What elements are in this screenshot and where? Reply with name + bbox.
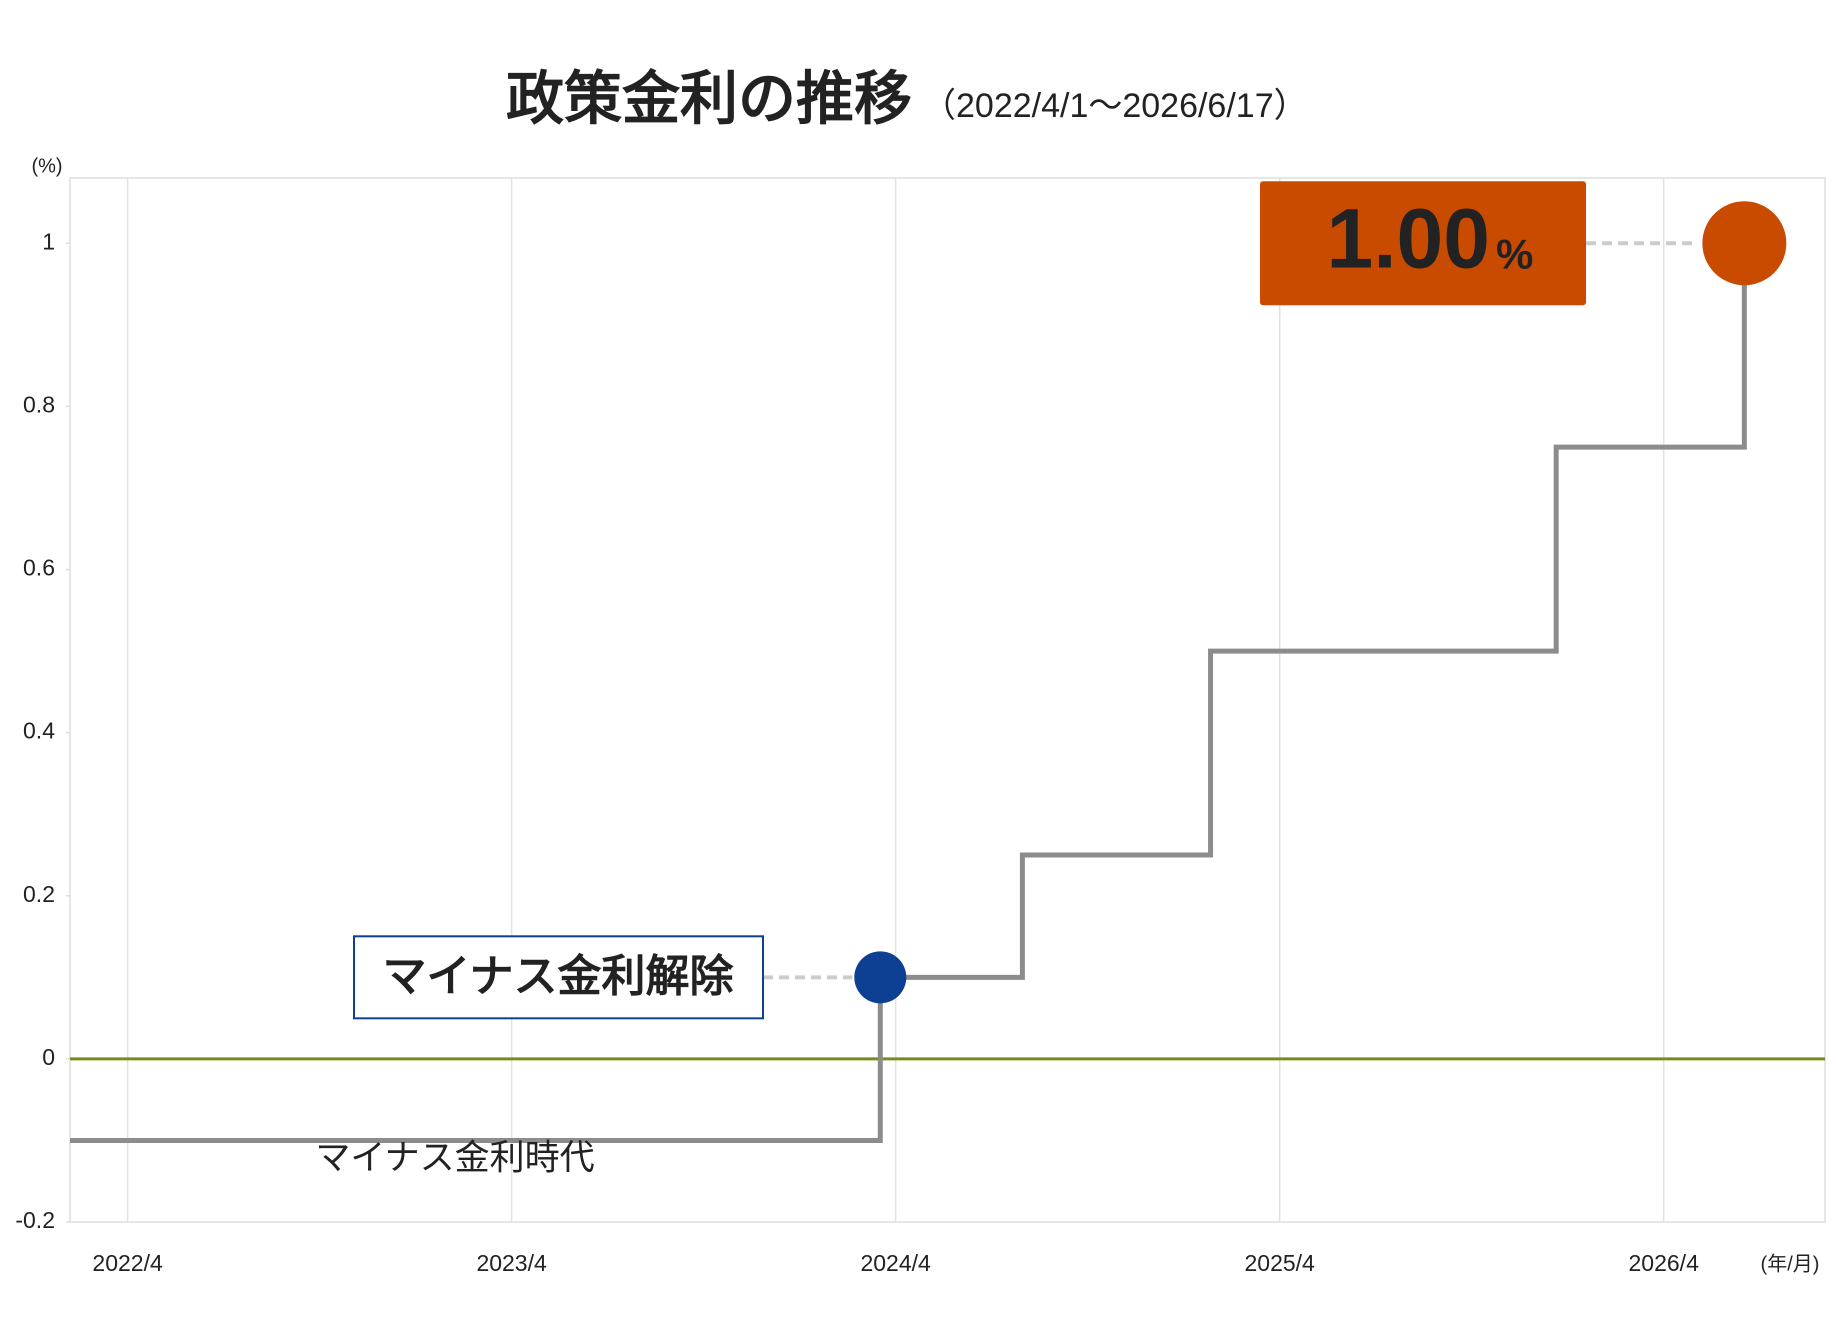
y-tick-label: 0.8 [23,391,55,417]
rate-box [1260,181,1586,306]
lift-box [353,935,764,1020]
chart-subtitle: （2022/4/1〜2026/6/17） [922,87,1308,125]
lift-point [854,951,907,1004]
rate-point [1702,201,1787,286]
x-unit: (年/月) [1761,1252,1820,1275]
y-tick-label: 0.6 [23,555,55,581]
x-tick-label: 2026/4 [1629,1250,1700,1276]
x-tick-label: 2025/4 [1245,1250,1316,1276]
y-tick-label: 0.2 [23,881,55,907]
lift-label: マイナス金利解除 [382,952,734,1001]
rate-unit: % [1496,230,1533,277]
y-unit: (%) [31,155,62,177]
x-tick-label: 2023/4 [476,1250,547,1276]
rate-value: 1.00 [1327,191,1491,285]
y-tick-label: 0 [42,1044,55,1070]
plot-border [69,177,1826,1223]
y-tick-label: -0.2 [15,1207,55,1233]
era-label: マイナス金利時代 [315,1138,594,1177]
x-tick-label: 2022/4 [92,1250,163,1276]
rate-line [70,243,1747,1143]
y-tick-label: 1 [42,228,55,254]
x-tick-label: 2024/4 [860,1250,931,1276]
chart-title: 政策金利の推移 [506,66,912,131]
y-tick-label: 0.4 [23,718,55,744]
